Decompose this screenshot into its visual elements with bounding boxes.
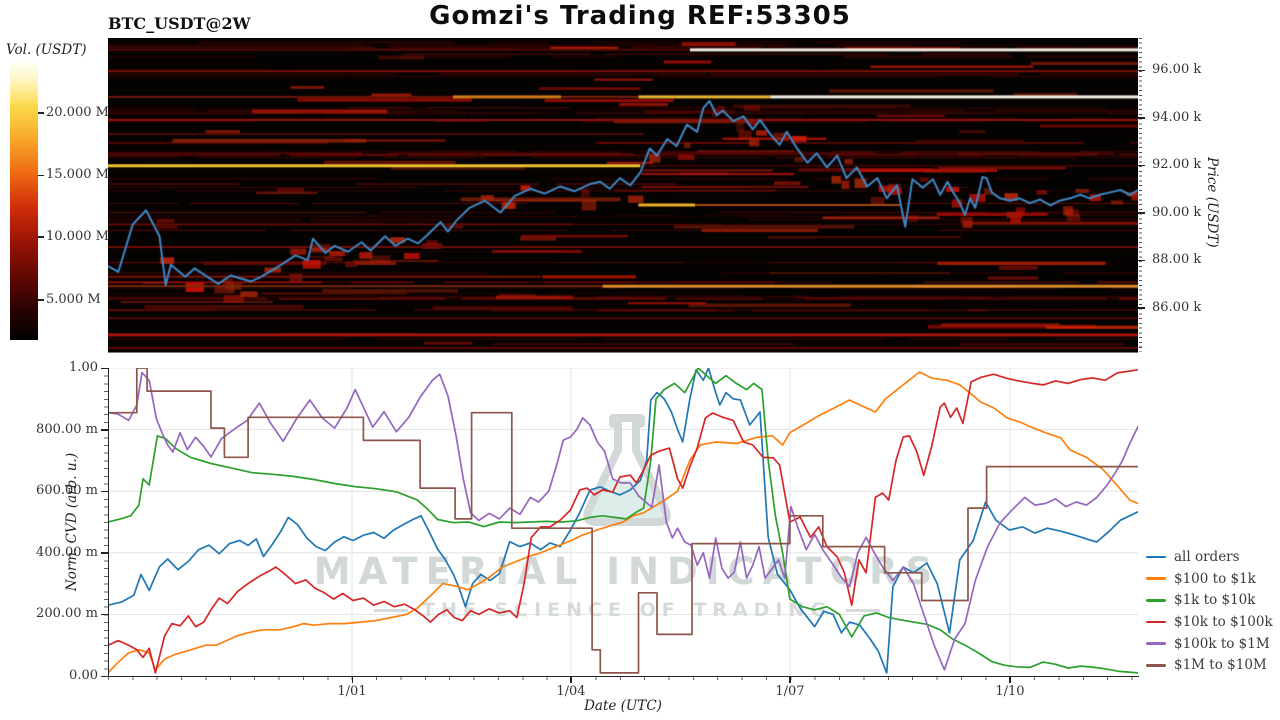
legend-item-1M-10M: $1M to $10M (1146, 654, 1273, 676)
watermark-tagline: THE SCIENCE OF TRADING (422, 599, 832, 621)
legend-item-10k-100k: $10k to $100k (1146, 611, 1273, 633)
price-tick (1138, 307, 1145, 309)
legend-label-100k-1M: $100k to $1M (1174, 635, 1270, 652)
series--100-to-1k (108, 371, 1138, 674)
cvd-x-axis-title: Date (UTC) (584, 698, 662, 714)
legend-swatch-all-orders (1146, 555, 1166, 559)
price-axis-minor-ticks (1139, 38, 1142, 352)
cvd-y-tick-label: 200.00 m (36, 606, 98, 622)
liquidity-heatmap-canvas (108, 38, 1138, 353)
legend-label-1k-10k: $1k to $10k (1174, 592, 1256, 609)
cvd-x-tick (789, 677, 791, 683)
colorbar-tick-label: 15.000 M (46, 167, 109, 183)
price-tick (1138, 69, 1145, 72)
legend-swatch-1M-10M (1146, 663, 1166, 667)
cvd-x-minor-ticks (108, 677, 1138, 680)
price-tick-label: 90.00 k (1152, 204, 1202, 220)
colorbar-tick-label: 10.000 M (46, 228, 109, 244)
legend-label-all-orders: all orders (1174, 548, 1240, 565)
cvd-y-tick (101, 613, 108, 616)
legend-swatch-1k-10k (1146, 598, 1166, 602)
legend-item-100-1k: $100 to $1k (1146, 568, 1273, 590)
watermark-brand: MATERIAL INDICATORS (313, 550, 941, 593)
cvd-y-minor-ticks (104, 368, 108, 676)
cvd-y-tick-label: 0.00 (69, 668, 98, 683)
price-tick (1138, 259, 1145, 262)
colorbar-tick (38, 112, 44, 114)
price-tick (1138, 212, 1145, 214)
cvd-bottom-spine (108, 675, 1139, 678)
price-tick-label: 86.00 k (1152, 299, 1202, 315)
series-all-orders (108, 368, 1138, 674)
cvd-left-spine (108, 368, 109, 676)
legend-label-10k-100k: $10k to $100k (1174, 613, 1273, 630)
series--100k-to-1m (108, 371, 1138, 671)
legend: all orders $100 to $1k $1k to $10k $10k … (1146, 546, 1273, 676)
cvd-y-tick (101, 675, 108, 677)
cvd-x-tick (351, 677, 353, 683)
price-tick-label: 88.00 k (1152, 252, 1202, 268)
legend-item-all-orders: all orders (1146, 546, 1273, 568)
cvd-y-tick-label: 1.00 (69, 360, 98, 375)
colorbar-tick (38, 299, 44, 301)
series--1m-to-10m (108, 368, 1138, 674)
legend-label-100-1k: $100 to $1k (1174, 570, 1256, 587)
cvd-x-tick-label: 1/07 (775, 684, 805, 699)
cvd-y-tick (101, 490, 108, 493)
colorbar-tick-label: 20.000 M (46, 104, 109, 120)
colorbar-tick (38, 236, 44, 238)
price-tick-label: 96.00 k (1152, 62, 1202, 78)
cvd-y-tick (101, 367, 108, 369)
symbol-label: BTC_USDT@2W (108, 14, 251, 33)
volume-colorbar (10, 60, 38, 340)
legend-label-1M-10M: $1M to $10M (1174, 657, 1267, 674)
price-tick-label: 92.00 k (1152, 157, 1202, 173)
price-axis-title: Price (USDT) (1204, 157, 1220, 248)
watermark-tagline-row: THE SCIENCE OF TRADING (374, 599, 880, 621)
colorbar-tick (38, 174, 44, 177)
colorbar-tick-label: 5.000 M (46, 291, 101, 307)
cvd-y-tick-label: 800.00 m (36, 421, 98, 437)
cvd-series-plot (108, 368, 1138, 674)
page-title: Gomzi's Trading REF:53305 (429, 1, 851, 31)
series--1k-to-10k (108, 368, 1138, 674)
series--10k-to-100k (108, 368, 1138, 674)
legend-item-1k-10k: $1k to $10k (1146, 589, 1273, 611)
price-tick (1138, 164, 1145, 167)
cvd-y-tick (101, 429, 108, 431)
cvd-y-tick (101, 552, 108, 554)
legend-swatch-100k-1M (1146, 642, 1166, 645)
cvd-y-tick-label: 400.00 m (36, 544, 98, 560)
price-tick (1138, 117, 1145, 119)
cvd-x-tick (1009, 677, 1011, 683)
legend-item-100k-1M: $100k to $1M (1146, 633, 1273, 655)
cvd-x-tick-label: 1/04 (556, 684, 586, 699)
tagline-dash-right (845, 608, 880, 612)
legend-swatch-10k-100k (1146, 620, 1166, 624)
legend-swatch-100-1k (1146, 577, 1166, 580)
cvd-y-tick-label: 600.00 m (36, 483, 98, 499)
cvd-x-tick (570, 677, 572, 683)
cvd-x-tick-label: 1/10 (995, 684, 1025, 699)
tagline-dash-left (374, 608, 409, 612)
colorbar-title: Vol. (USDT) (6, 42, 87, 58)
cvd-x-tick-label: 1/01 (337, 684, 367, 699)
cvd-y-axis-title: Norm. CVD (arb. u.) (64, 452, 80, 592)
price-tick-label: 94.00 k (1152, 109, 1202, 125)
